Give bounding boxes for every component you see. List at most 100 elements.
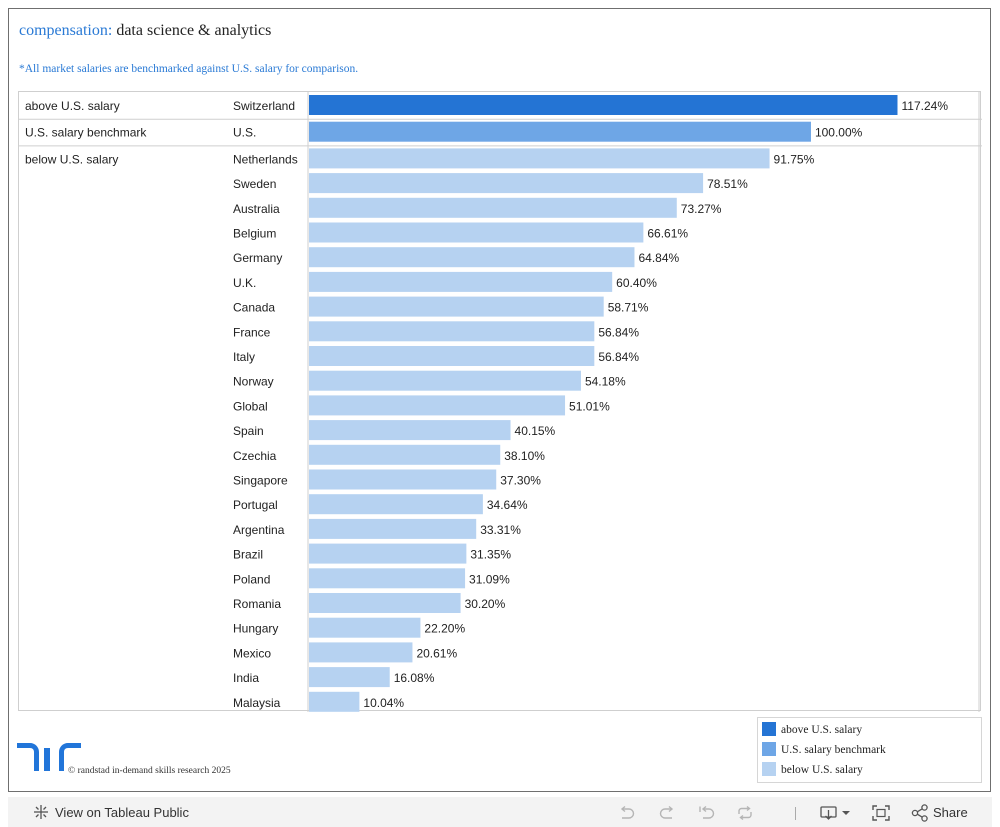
value-label-spain: 40.15%: [515, 424, 556, 438]
copyright-text: © randstad in-demand skills research 202…: [68, 766, 231, 776]
country-label-romania: Romania: [233, 597, 281, 611]
bar-global: [309, 395, 566, 416]
bar-canada: [309, 296, 604, 317]
benchmark-note: *All market salaries are benchmarked aga…: [19, 63, 359, 75]
bar-norway: [309, 370, 581, 391]
value-label-mexico: 20.61%: [416, 646, 457, 660]
country-label-czechia: Czechia: [233, 449, 277, 463]
value-label-sweden: 78.51%: [707, 177, 748, 191]
country-label-australia: Australia: [233, 202, 280, 216]
value-label-global: 51.01%: [569, 399, 610, 413]
bar-france: [309, 321, 595, 342]
value-label-malaysia: 10.04%: [363, 696, 404, 710]
country-label-u-k: U.K.: [233, 276, 256, 290]
value-label-hungary: 22.20%: [424, 622, 465, 636]
legend-label-below: below U.S. salary: [781, 764, 863, 776]
country-label-india: India: [233, 671, 259, 685]
country-label-sweden: Sweden: [233, 177, 276, 191]
legend-label-above: above U.S. salary: [781, 724, 863, 736]
country-label-poland: Poland: [233, 572, 270, 586]
country-label-canada: Canada: [233, 301, 275, 315]
share-label: Share: [933, 805, 968, 820]
value-label-netherlands: 91.75%: [774, 152, 815, 166]
bar-u-s: [309, 121, 811, 142]
value-label-canada: 58.71%: [608, 301, 649, 315]
value-label-brazil: 31.35%: [470, 548, 511, 562]
download-icon[interactable]: [820, 805, 852, 821]
bar-czechia: [309, 444, 501, 465]
value-label-u-s: 100.00%: [815, 126, 863, 140]
country-label-hungary: Hungary: [233, 622, 278, 636]
fullscreen-icon[interactable]: [872, 805, 890, 821]
share-icon: [911, 804, 928, 822]
undo-icon[interactable]: [618, 805, 636, 821]
viz-title-prefix: compensation:: [19, 22, 113, 39]
country-label-u-s: U.S.: [233, 126, 256, 140]
bar-brazil: [309, 543, 467, 564]
value-label-australia: 73.27%: [681, 202, 722, 216]
group-label-benchmark: U.S. salary benchmark: [25, 126, 147, 140]
value-label-czechia: 38.10%: [504, 449, 545, 463]
value-label-belgium: 66.61%: [647, 227, 688, 241]
tableau-toolbar: View on Tableau Public: [8, 797, 992, 827]
country-label-malaysia: Malaysia: [233, 696, 281, 710]
bar-malaysia: [309, 691, 360, 712]
country-label-mexico: Mexico: [233, 646, 271, 660]
value-label-argentina: 33.31%: [480, 523, 521, 537]
value-label-germany: 64.84%: [638, 251, 679, 265]
tableau-logo-icon: [34, 805, 48, 819]
value-label-portugal: 34.64%: [487, 498, 528, 512]
legend-swatch-above: [762, 722, 776, 736]
bar-mexico: [309, 642, 413, 663]
legend-swatch-benchmark: [762, 742, 776, 756]
refresh-icon[interactable]: [736, 805, 754, 821]
country-label-singapore: Singapore: [233, 474, 288, 488]
value-label-poland: 31.09%: [469, 572, 510, 586]
value-label-italy: 56.84%: [598, 350, 639, 364]
country-label-netherlands: Netherlands: [233, 152, 298, 166]
value-label-india: 16.08%: [394, 671, 435, 685]
bar-hungary: [309, 617, 421, 638]
bar-chart: above U.S. salary Switzerland 117.24% U.S. …: [18, 91, 982, 712]
legend-swatch-below: [762, 762, 776, 776]
randstad-logo: [17, 743, 81, 771]
group-label-above: above U.S. salary: [25, 99, 120, 113]
country-label-switzerland: Switzerland: [233, 99, 295, 113]
bar-switzerland: [309, 95, 898, 115]
bar-germany: [309, 247, 635, 268]
country-label-germany: Germany: [233, 251, 282, 265]
bar-singapore: [309, 469, 497, 490]
bar-poland: [309, 568, 466, 589]
country-label-italy: Italy: [233, 350, 255, 364]
bar-australia: [309, 197, 677, 218]
bar-belgium: [309, 222, 644, 243]
bar-italy: [309, 346, 595, 366]
bar-netherlands: [309, 148, 770, 169]
value-label-switzerland: 117.24%: [902, 99, 949, 113]
value-label-singapore: 37.30%: [500, 474, 541, 488]
bar-portugal: [309, 494, 483, 515]
toolbar-divider: [795, 807, 796, 820]
bar-argentina: [309, 518, 477, 539]
viz-title-rest: data science & analytics: [116, 22, 272, 39]
value-label-norway: 54.18%: [585, 375, 626, 389]
value-label-france: 56.84%: [598, 325, 639, 339]
country-label-belgium: Belgium: [233, 227, 276, 241]
bar-spain: [309, 420, 511, 441]
view-on-tableau-public-label: View on Tableau Public: [55, 805, 189, 820]
country-label-france: France: [233, 325, 271, 339]
revert-icon[interactable]: [698, 805, 716, 821]
bar-sweden: [309, 173, 704, 194]
country-label-spain: Spain: [233, 424, 264, 438]
legend: above U.S. salary U.S. salary benchmark be…: [757, 717, 982, 783]
bar-india: [309, 667, 390, 688]
country-label-portugal: Portugal: [233, 498, 278, 512]
country-label-argentina: Argentina: [233, 523, 285, 537]
redo-icon[interactable]: [658, 805, 676, 821]
legend-label-benchmark: U.S. salary benchmark: [781, 744, 886, 756]
bar-romania: [309, 593, 461, 613]
viz-title: compensation: data science & analytics: [19, 22, 271, 40]
group-label-below: below U.S. salary: [25, 152, 118, 166]
value-label-romania: 30.20%: [465, 597, 506, 611]
country-label-global: Global: [233, 399, 268, 413]
